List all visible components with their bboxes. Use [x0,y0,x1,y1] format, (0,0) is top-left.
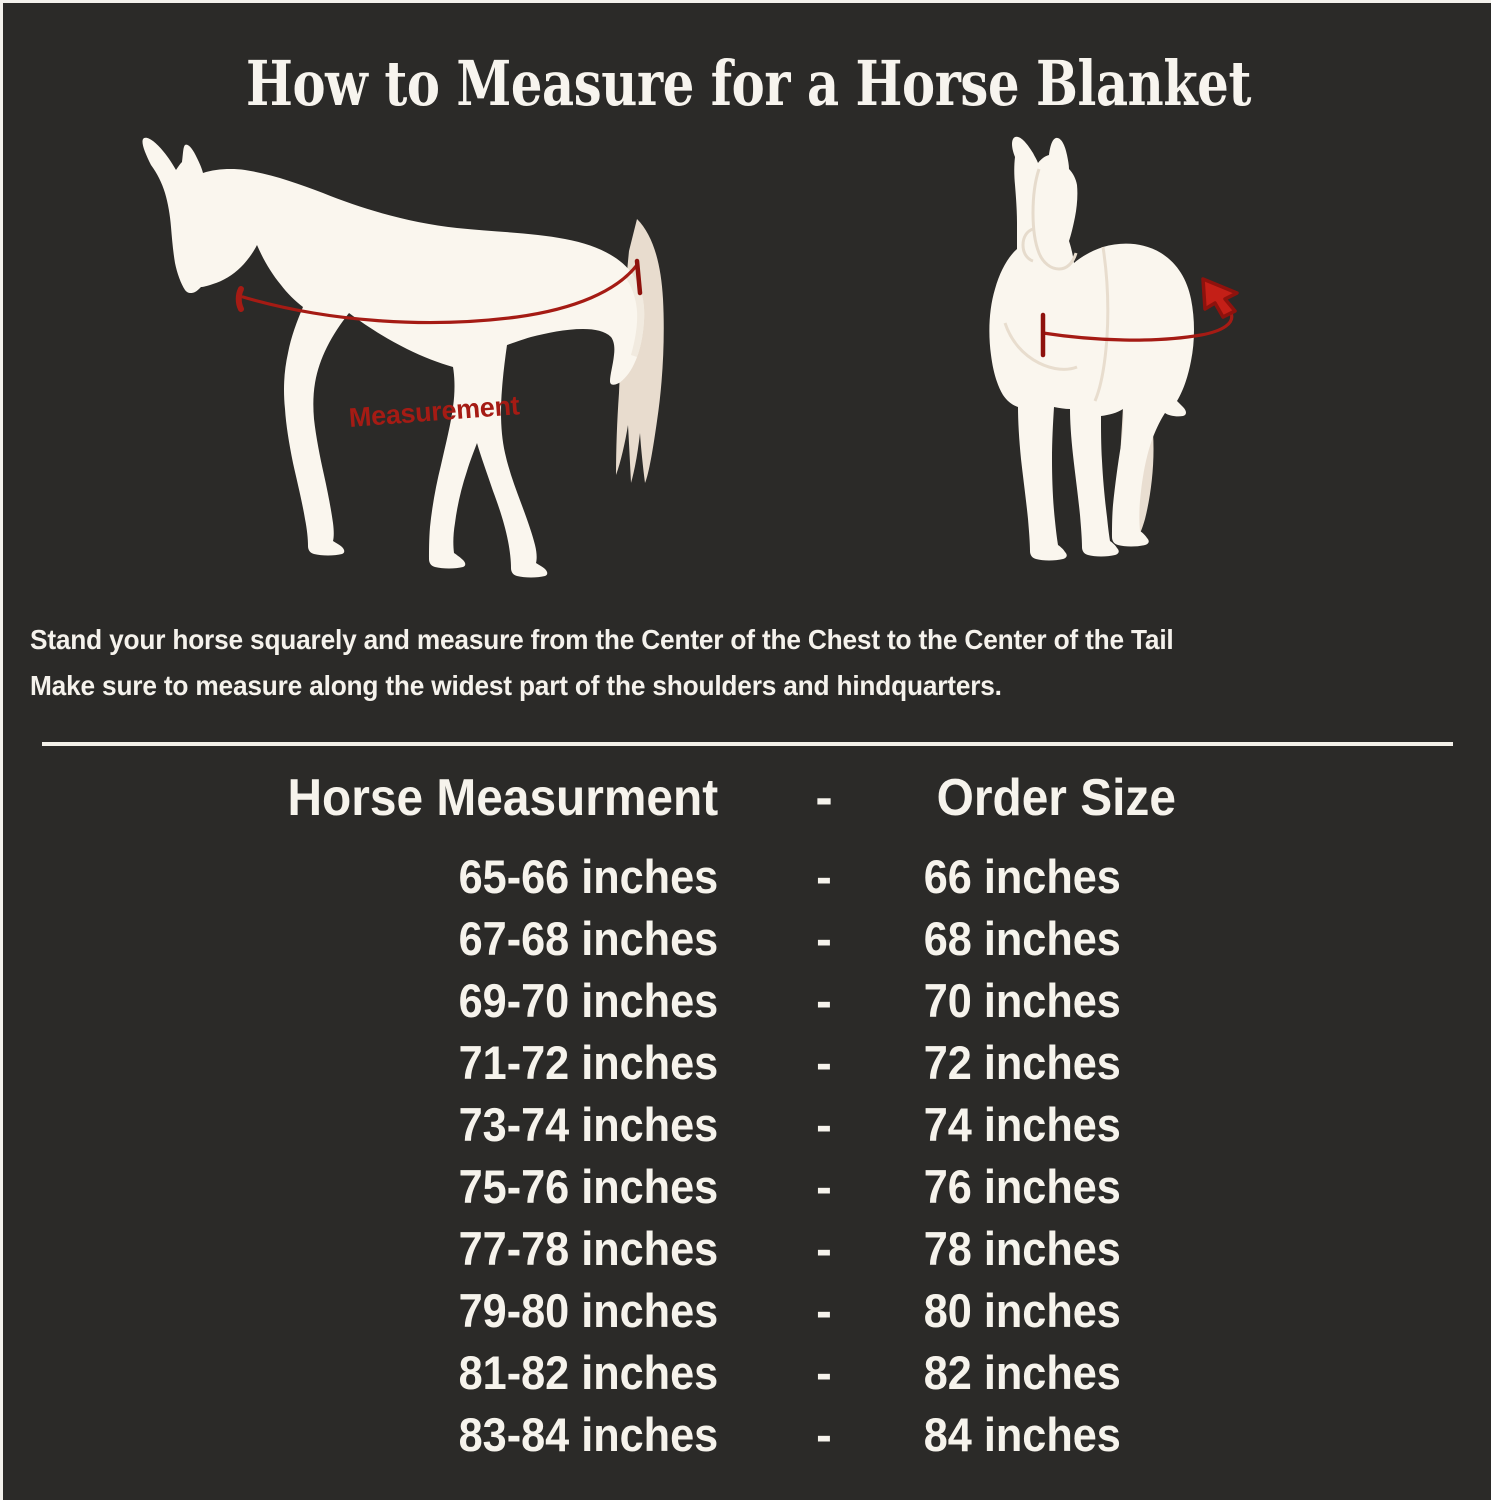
table-row: 73-74 inches - 74 inches [3,1094,1491,1156]
horse-rear-body [989,136,1194,561]
measurement-tick-tail [634,258,643,296]
cell-order-size: 74 inches [923,1098,1121,1151]
horse-rear-view [955,133,1275,593]
table-row: 77-78 inches - 78 inches [3,1218,1491,1280]
cell-measurement: 65-66 inches [458,850,719,903]
rear-measurement-band [1041,311,1234,342]
size-chart-table: Horse Measurment - Order Size 65-66 inch… [3,760,1491,1466]
table-row: 81-82 inches - 82 inches [3,1342,1491,1404]
cell-measurement: 75-76 inches [458,1160,719,1213]
cell-dash: - [816,850,832,903]
table-row: 65-66 inches - 66 inches [3,846,1491,908]
cell-dash: - [816,1284,832,1337]
cell-measurement: 83-84 inches [458,1408,719,1461]
rear-measurement-arrowhead [1201,277,1239,319]
measurement-line [241,263,639,325]
instructions-line-2: Make sure to measure along the widest pa… [30,670,1002,701]
cell-order-size: 80 inches [923,1284,1121,1337]
illustration-band: Measurement [3,131,1491,601]
horse-side-view [65,131,705,591]
cell-order-size: 70 inches [923,974,1121,1027]
cell-order-size: 66 inches [923,850,1121,903]
column-header-measurement: Horse Measurment [287,769,719,827]
cell-order-size: 68 inches [923,912,1121,965]
horse-side-body [142,137,645,578]
column-header-dash: - [815,769,833,827]
cell-dash: - [816,1222,832,1275]
horse-rear-face-line [1031,168,1078,271]
table-row: 83-84 inches - 84 inches [3,1404,1491,1466]
page-title: How to Measure for a Horse Blanket [246,47,1251,120]
instructions-text: Stand your horse squarely and measure fr… [30,617,1405,709]
horse-rear-haunch-line [1093,246,1110,402]
cell-measurement: 81-82 inches [458,1346,719,1399]
cell-dash: - [816,1160,832,1213]
table-row: 79-80 inches - 80 inches [3,1280,1491,1342]
table-header-row: Horse Measurment - Order Size [3,760,1491,836]
cell-measurement: 77-78 inches [458,1222,719,1275]
cell-measurement: 69-70 inches [458,974,719,1027]
measurement-tick-chest [235,286,244,312]
cell-measurement: 73-74 inches [458,1098,719,1151]
column-header-order-size: Order Size [936,769,1176,827]
table-row: 67-68 inches - 68 inches [3,908,1491,970]
instructions-line-1: Stand your horse squarely and measure fr… [30,624,1174,655]
table-row: 75-76 inches - 76 inches [3,1156,1491,1218]
cell-dash: - [816,1036,832,1089]
table-row: 69-70 inches - 70 inches [3,970,1491,1032]
cell-dash: - [816,1346,832,1399]
horse-rear-leg-line [1003,322,1078,371]
cell-measurement: 79-80 inches [458,1284,719,1337]
section-divider [42,742,1453,746]
cell-measurement: 71-72 inches [458,1036,719,1089]
horse-side-shading [625,275,645,357]
cell-order-size: 82 inches [923,1346,1121,1399]
cell-order-size: 84 inches [923,1408,1121,1461]
cell-order-size: 72 inches [923,1036,1121,1089]
cell-dash: - [816,974,832,1027]
cell-dash: - [816,1098,832,1151]
table-row: 71-72 inches - 72 inches [3,1032,1491,1094]
cell-order-size: 78 inches [923,1222,1121,1275]
cell-dash: - [816,912,832,965]
cell-measurement: 67-68 inches [458,912,719,965]
cell-dash: - [816,1408,832,1461]
cell-order-size: 76 inches [923,1160,1121,1213]
horse-rear-muzzle-line [1021,227,1034,263]
